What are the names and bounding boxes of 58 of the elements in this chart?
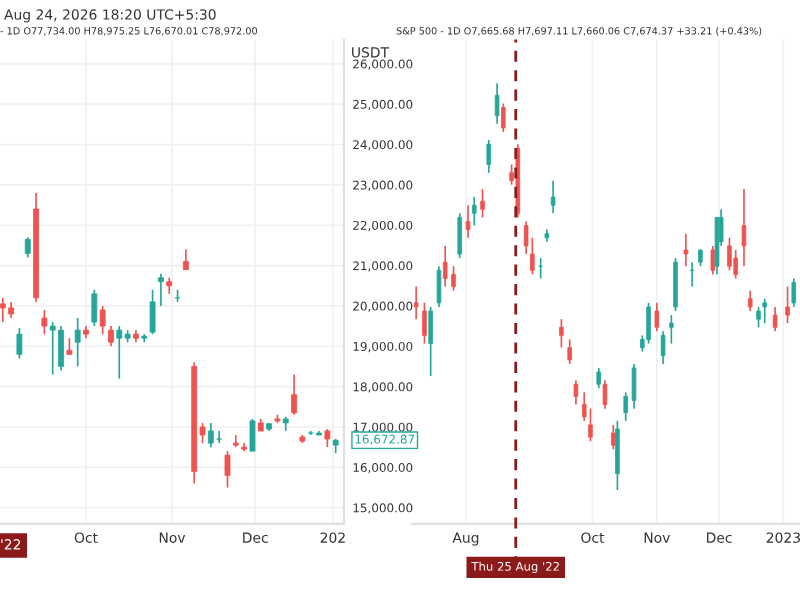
candlestick xyxy=(596,367,602,390)
candlestick xyxy=(182,248,189,271)
candlestick xyxy=(99,305,106,335)
candlestick xyxy=(451,265,456,292)
candlestick xyxy=(0,297,6,323)
candlestick xyxy=(74,317,81,368)
candlestick xyxy=(756,306,761,329)
candlestick xyxy=(442,245,448,288)
candlestick xyxy=(501,102,506,133)
candlestick xyxy=(615,420,620,491)
candlestick xyxy=(149,288,156,335)
candlestick xyxy=(116,325,123,380)
candlestick xyxy=(791,277,797,308)
candlestick xyxy=(602,379,608,410)
candlestick xyxy=(108,325,114,348)
candlestick xyxy=(567,338,572,365)
candlestick xyxy=(573,379,579,406)
candlestick xyxy=(785,285,790,325)
candlestick xyxy=(762,297,768,325)
candlestick xyxy=(550,179,556,215)
candlestick xyxy=(49,321,56,376)
candlestick xyxy=(422,302,427,345)
candlestick xyxy=(58,325,64,372)
candlestick xyxy=(683,232,689,268)
candlestick xyxy=(480,188,485,219)
candlestick xyxy=(41,309,48,335)
candlestick xyxy=(457,212,463,259)
candlestick xyxy=(324,428,331,448)
candlestick xyxy=(471,196,477,227)
candlestick xyxy=(631,363,637,410)
candlestick xyxy=(291,373,297,416)
candlestick xyxy=(465,204,471,239)
candlestick xyxy=(486,139,492,174)
candlestick xyxy=(669,314,674,345)
candlestick xyxy=(91,288,98,327)
candlestick xyxy=(413,285,419,320)
candlestick xyxy=(24,236,31,259)
candlestick xyxy=(428,306,433,377)
candlestick xyxy=(157,272,164,307)
candlestick xyxy=(646,302,651,345)
candlestick xyxy=(588,407,593,443)
candlestick xyxy=(727,236,732,272)
candlestick xyxy=(673,257,678,312)
candlestick xyxy=(494,82,500,125)
candlestick xyxy=(660,330,666,365)
candlestick xyxy=(559,318,564,349)
candlestick xyxy=(16,327,23,360)
candlestick xyxy=(654,302,660,333)
candlestick xyxy=(610,424,616,451)
candlestick xyxy=(436,265,442,308)
candlestick xyxy=(224,450,231,489)
candlestick xyxy=(772,306,778,333)
candlestick xyxy=(741,188,747,268)
candlestick xyxy=(216,430,223,444)
candlestick xyxy=(747,289,753,312)
candlestick xyxy=(710,245,716,276)
candlestick xyxy=(207,422,214,448)
candlestick xyxy=(249,418,256,453)
